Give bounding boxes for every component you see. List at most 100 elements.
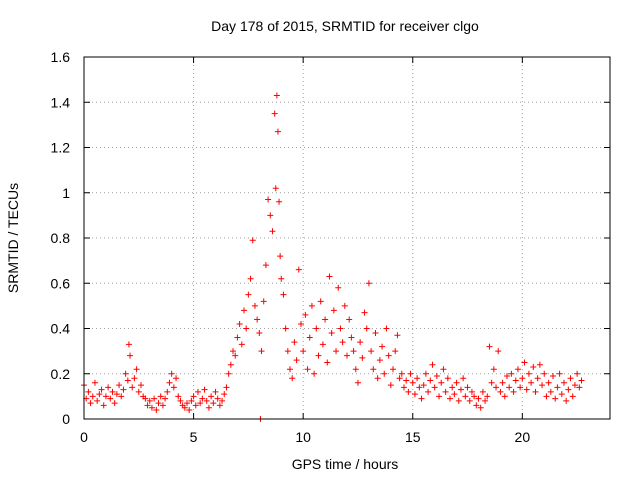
data-point <box>269 228 276 235</box>
data-point <box>543 393 550 400</box>
data-point <box>333 348 340 355</box>
data-point <box>350 348 357 355</box>
data-point <box>175 393 182 400</box>
data-point <box>319 341 326 348</box>
data-point <box>433 373 440 380</box>
data-point <box>271 110 278 117</box>
data-point <box>578 377 585 384</box>
data-point <box>238 341 245 348</box>
data-point <box>449 384 456 391</box>
data-point <box>254 316 261 323</box>
data-point <box>131 375 138 382</box>
data-point <box>337 325 344 332</box>
data-point <box>201 386 208 393</box>
data-point <box>466 397 473 404</box>
data-point <box>197 400 204 407</box>
data-point <box>370 366 377 373</box>
data-point <box>330 307 337 314</box>
data-point <box>162 395 169 402</box>
data-point <box>142 395 149 402</box>
data-point <box>260 298 267 305</box>
data-point <box>394 332 401 339</box>
data-point <box>534 375 541 382</box>
data-point <box>438 379 445 386</box>
data-point <box>89 393 96 400</box>
data-point <box>297 320 304 327</box>
data-point <box>528 379 535 386</box>
data-point <box>471 393 478 400</box>
data-point <box>186 406 193 413</box>
data-point <box>159 402 166 409</box>
data-point <box>251 302 258 309</box>
data-point <box>431 384 438 391</box>
data-point <box>482 397 489 404</box>
data-point <box>497 388 504 395</box>
data-point <box>547 388 554 395</box>
data-point <box>541 370 548 377</box>
data-point <box>293 357 300 364</box>
data-point <box>315 352 322 359</box>
y-tick-label: 0.6 <box>51 275 71 291</box>
data-point <box>192 402 199 409</box>
data-point <box>265 196 272 203</box>
data-point <box>381 370 388 377</box>
data-point <box>374 375 381 382</box>
y-tick-label: 0.8 <box>51 230 71 246</box>
data-point <box>550 373 557 380</box>
data-point <box>328 330 335 337</box>
data-point <box>118 393 125 400</box>
y-tick-label: 0.2 <box>51 366 71 382</box>
data-point <box>267 212 274 219</box>
data-point <box>85 388 92 395</box>
data-point <box>464 384 471 391</box>
data-point <box>359 354 366 361</box>
data-point <box>571 382 578 389</box>
data-point <box>552 395 559 402</box>
data-point <box>190 393 197 400</box>
data-point <box>289 375 296 382</box>
grid-lines <box>84 57 610 419</box>
data-point <box>230 348 237 355</box>
data-point <box>120 386 127 393</box>
data-point <box>111 400 118 407</box>
data-point <box>407 370 414 377</box>
data-point <box>199 395 206 402</box>
data-point <box>113 391 120 398</box>
y-tick-label: 1.6 <box>51 49 71 65</box>
data-point <box>225 370 232 377</box>
data-point <box>102 393 109 400</box>
data-point <box>243 325 250 332</box>
data-point <box>416 384 423 391</box>
data-point <box>247 275 254 282</box>
data-point <box>539 382 546 389</box>
data-point <box>144 402 151 409</box>
data-point <box>262 262 269 269</box>
data-point <box>306 334 313 341</box>
data-point <box>313 325 320 332</box>
data-point <box>479 388 486 395</box>
data-point <box>216 402 223 409</box>
data-point <box>385 352 392 359</box>
data-point <box>181 404 188 411</box>
data-point <box>284 348 291 355</box>
data-point <box>221 391 228 398</box>
y-tick-label: 0 <box>62 411 70 427</box>
data-point <box>462 393 469 400</box>
data-point <box>523 386 530 393</box>
x-axis-label: GPS time / hours <box>292 456 399 472</box>
x-tick-label: 15 <box>405 429 421 445</box>
data-point <box>420 382 427 389</box>
data-point <box>273 92 280 99</box>
data-point <box>447 395 454 402</box>
data-point <box>499 379 506 386</box>
data-point <box>223 384 230 391</box>
data-point <box>155 400 162 407</box>
data-point <box>354 379 361 386</box>
x-tick-label: 5 <box>190 429 198 445</box>
data-point <box>473 402 480 409</box>
data-point <box>488 379 495 386</box>
data-point <box>311 370 318 377</box>
data-point <box>352 366 359 373</box>
data-point <box>94 397 101 404</box>
data-point <box>486 343 493 350</box>
